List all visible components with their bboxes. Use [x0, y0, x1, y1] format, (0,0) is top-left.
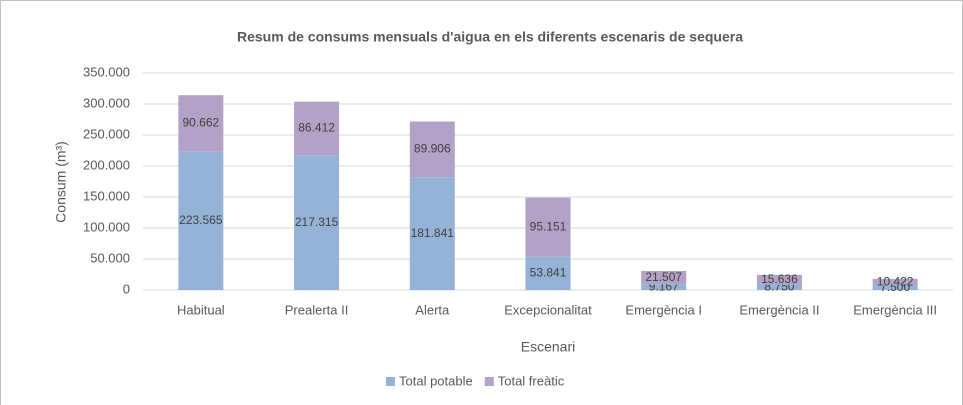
data-label: 181.841 [411, 226, 455, 240]
bar-segment [872, 285, 918, 290]
bar-segment [294, 155, 340, 290]
y-tick-label: 350.000 [83, 64, 130, 79]
bar-segment [178, 151, 224, 290]
bar-segment [525, 197, 571, 257]
data-label: 21.507 [645, 270, 682, 284]
data-label: 10.422 [877, 274, 914, 288]
x-tick-label: Emergència I [625, 302, 702, 317]
x-tick-label: Prealerta II [285, 302, 349, 317]
bar-segment [178, 95, 224, 152]
x-tick-label: Emergència III [853, 302, 937, 317]
y-axis-title: Consum (m³) [53, 141, 69, 223]
bar-segment [756, 284, 802, 290]
x-tick-label: Habitual [177, 302, 225, 317]
x-tick-label: Emergència II [739, 302, 819, 317]
data-label: 90.662 [183, 115, 220, 129]
bar-segment [872, 278, 918, 286]
x-axis-title: Escenari [521, 339, 575, 355]
chart-title: Resum de consums mensuals d'aigua en els… [237, 29, 743, 45]
x-tick-label: Alerta [415, 302, 450, 317]
bar-segment [641, 284, 687, 290]
bar-segment [756, 274, 802, 285]
y-tick-label: 0 [123, 281, 130, 296]
bar-segment [409, 121, 455, 178]
y-tick-label: 100.000 [83, 219, 130, 234]
y-tick-label: 200.000 [83, 157, 130, 172]
legend-swatch [484, 377, 494, 386]
bar-segment [525, 256, 571, 290]
data-label: 53.841 [530, 265, 567, 279]
x-tick-label: Excepcionalitat [504, 302, 592, 317]
y-tick-label: 150.000 [83, 188, 130, 203]
bar-segment [294, 101, 340, 156]
legend-label: Total potable [399, 373, 473, 388]
y-tick-label: 300.000 [83, 95, 130, 110]
data-label: 217.315 [295, 215, 339, 229]
data-label: 15.636 [761, 272, 798, 286]
bar-segment [409, 177, 455, 290]
legend-label: Total freàtic [498, 373, 565, 388]
data-label: 86.412 [298, 121, 335, 135]
y-tick-label: 250.000 [83, 126, 130, 141]
y-tick-label: 50.000 [90, 250, 130, 265]
data-label: 89.906 [414, 142, 451, 156]
data-label: 95.151 [530, 219, 567, 233]
data-label: 223.565 [179, 213, 223, 227]
legend-swatch [386, 377, 395, 386]
bar-segment [641, 270, 687, 285]
